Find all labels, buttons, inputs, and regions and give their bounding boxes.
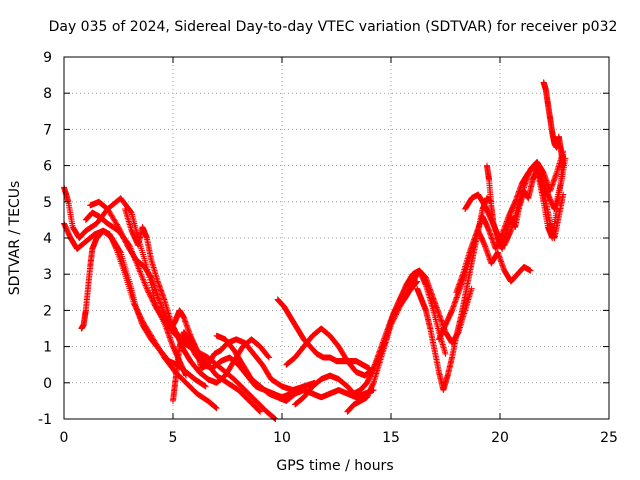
data-point (143, 285, 150, 292)
y-tick-label: 3 (43, 267, 52, 283)
data-point (130, 300, 137, 307)
x-tick-label: 15 (382, 430, 400, 446)
data-point (135, 310, 142, 317)
data-point (133, 306, 140, 313)
series-track-13 (344, 267, 475, 415)
data-point (136, 311, 143, 318)
data-point (257, 408, 264, 415)
series-track-9 (213, 332, 377, 404)
y-tick-label: 8 (43, 86, 52, 102)
data-point (119, 231, 126, 238)
data-point (118, 230, 125, 237)
data-point (117, 229, 124, 236)
data-point (138, 315, 145, 322)
y-tick-label: 0 (43, 376, 52, 392)
data-point (132, 302, 139, 309)
y-tick-label: 1 (43, 340, 52, 356)
data-point (127, 208, 134, 215)
x-tick-label: 5 (169, 430, 178, 446)
series-track-7 (167, 307, 318, 394)
data-point (150, 298, 157, 305)
data-point (265, 354, 272, 361)
data-point (131, 301, 138, 308)
data-point (132, 304, 139, 311)
data-point (442, 350, 449, 357)
y-tick-label: 4 (43, 231, 52, 247)
data-point (212, 404, 219, 411)
y-tick-label: 2 (43, 303, 52, 319)
data-point (137, 314, 144, 321)
data-point (120, 234, 127, 241)
data-point (117, 228, 124, 235)
data-point (148, 296, 155, 303)
data-point (147, 293, 154, 300)
data-point (271, 415, 278, 422)
data-point (122, 239, 129, 246)
data-point (201, 382, 208, 389)
series-track-3 (78, 227, 220, 412)
data-point (527, 267, 534, 274)
chart-title: Day 035 of 2024, Sidereal Day-to-day VTE… (49, 19, 618, 35)
data-point (145, 289, 152, 296)
data-point (122, 238, 129, 245)
series-track-20 (536, 151, 567, 241)
data-point (149, 297, 156, 304)
data-point (134, 307, 141, 314)
data-point (468, 285, 475, 292)
data-point (116, 225, 123, 232)
data-point (133, 305, 140, 312)
x-tick-label: 0 (60, 430, 69, 446)
data-point (145, 288, 152, 295)
data-point (144, 286, 151, 293)
data-point (150, 299, 157, 306)
series-track-19 (540, 79, 567, 169)
y-axis-label: SDTVAR / TECUs (7, 181, 23, 296)
y-tick-label: 5 (43, 195, 52, 211)
data-point (213, 405, 220, 412)
data-point (271, 414, 278, 421)
data-point (119, 233, 126, 240)
data-point (115, 224, 122, 231)
x-tick-label: 20 (491, 430, 509, 446)
data-point (560, 151, 567, 158)
data-point (121, 237, 128, 244)
data-point (138, 316, 145, 323)
series-track-18 (483, 162, 567, 252)
data-point (202, 383, 209, 390)
data-point (256, 407, 263, 414)
x-tick-label: 25 (600, 430, 618, 446)
data-point (146, 292, 153, 299)
data-point (151, 301, 158, 308)
data-point (265, 353, 272, 360)
y-tick-label: -1 (38, 412, 52, 428)
data-point (148, 294, 155, 301)
series-track-15 (435, 227, 534, 343)
data-points (61, 79, 569, 422)
data-point (135, 309, 142, 316)
y-tick-label: 9 (43, 50, 52, 66)
x-axis-ticks: 0 5 10 15 20 25 (60, 57, 618, 446)
data-point (114, 222, 121, 229)
x-axis-label: GPS time / hours (276, 458, 393, 474)
data-point (146, 290, 153, 297)
data-point (121, 235, 128, 242)
data-point (116, 226, 123, 233)
y-tick-label: 7 (43, 122, 52, 138)
data-point (212, 404, 219, 411)
y-tick-label: 6 (43, 159, 52, 175)
y-axis-ticks: -1 0 1 2 3 4 5 6 7 8 9 (38, 50, 609, 428)
x-tick-label: 10 (273, 430, 291, 446)
data-point (136, 313, 143, 320)
